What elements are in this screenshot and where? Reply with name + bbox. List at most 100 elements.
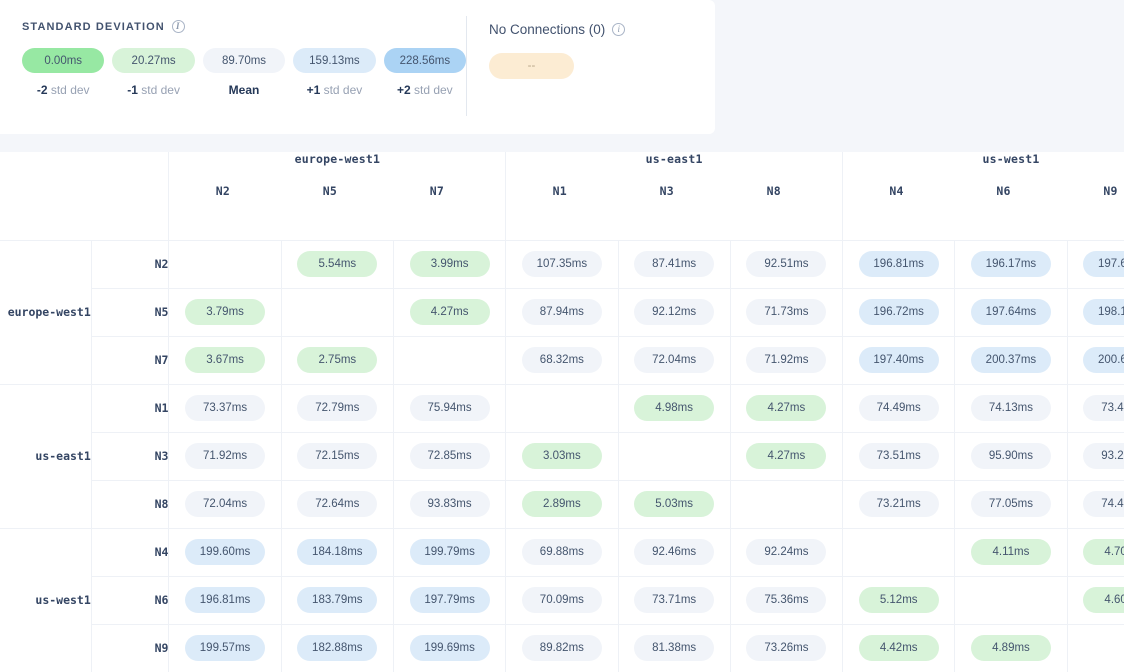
matrix-cell[interactable]: 87.41ms <box>618 240 731 289</box>
matrix-cell[interactable] <box>393 336 507 385</box>
matrix-cell[interactable]: 197.79ms <box>393 576 507 625</box>
matrix-cell[interactable]: 196.81ms <box>842 240 956 289</box>
matrix-cell[interactable] <box>1067 624 1124 672</box>
matrix-cell[interactable]: 74.13ms <box>954 383 1068 433</box>
matrix-cell[interactable]: 74.47ms <box>1067 480 1124 529</box>
matrix-cell[interactable]: 93.83ms <box>393 480 507 529</box>
matrix-cell[interactable]: 71.92ms <box>730 336 844 385</box>
matrix-cell[interactable]: 87.94ms <box>505 288 619 337</box>
matrix-cell[interactable]: 95.90ms <box>954 432 1068 481</box>
row-node-label[interactable]: N2 <box>91 240 170 289</box>
matrix-cell[interactable]: 196.72ms <box>842 288 956 337</box>
matrix-cell[interactable]: 183.79ms <box>281 576 394 625</box>
matrix-cell[interactable]: 3.03ms <box>505 432 619 481</box>
column-node-header[interactable]: N1 <box>552 184 567 198</box>
matrix-cell[interactable] <box>954 576 1068 625</box>
matrix-cell[interactable]: 92.51ms <box>730 240 844 289</box>
matrix-cell[interactable]: 5.12ms <box>842 576 956 625</box>
matrix-cell[interactable]: 196.81ms <box>168 576 282 625</box>
matrix-cell[interactable] <box>842 527 956 577</box>
column-node-header[interactable]: N2 <box>215 184 231 198</box>
matrix-cell[interactable]: 93.25ms <box>1067 432 1124 481</box>
matrix-cell[interactable] <box>505 383 619 433</box>
matrix-cell[interactable]: 75.36ms <box>730 576 844 625</box>
matrix-cell[interactable]: 4.27ms <box>730 383 844 433</box>
row-node-label[interactable]: N3 <box>91 432 170 481</box>
matrix-cell[interactable] <box>281 288 394 337</box>
column-node-header[interactable]: N6 <box>996 184 1011 198</box>
matrix-cell[interactable]: 92.24ms <box>730 527 844 577</box>
matrix-cell[interactable]: 73.71ms <box>618 576 731 625</box>
matrix-cell[interactable]: 72.79ms <box>281 383 394 433</box>
row-node-label[interactable]: N7 <box>91 336 170 385</box>
row-node-label[interactable]: N1 <box>91 383 170 433</box>
row-node-label[interactable]: N5 <box>91 288 170 337</box>
matrix-cell[interactable]: 72.64ms <box>281 480 394 529</box>
matrix-cell[interactable]: 72.15ms <box>281 432 394 481</box>
row-node-label[interactable]: N8 <box>91 480 170 529</box>
matrix-cell[interactable]: 198.19ms <box>1067 288 1124 337</box>
matrix-cell[interactable]: 92.46ms <box>618 527 731 577</box>
matrix-cell[interactable]: 3.67ms <box>168 336 282 385</box>
matrix-cell[interactable]: 74.49ms <box>842 383 956 433</box>
matrix-cell[interactable]: 197.63ms <box>1067 240 1124 289</box>
matrix-cell[interactable]: 4.60ms <box>1067 576 1124 625</box>
matrix-cell[interactable]: 184.18ms <box>281 527 394 577</box>
matrix-cell[interactable]: 2.89ms <box>505 480 619 529</box>
matrix-cell[interactable]: 4.89ms <box>954 624 1068 672</box>
matrix-cell[interactable] <box>730 480 844 529</box>
matrix-cell[interactable]: 73.37ms <box>168 383 282 433</box>
matrix-cell[interactable]: 3.79ms <box>168 288 282 337</box>
matrix-cell[interactable]: 5.54ms <box>281 240 394 289</box>
matrix-cell[interactable]: 197.64ms <box>954 288 1068 337</box>
matrix-cell[interactable]: 199.60ms <box>168 527 282 577</box>
matrix-cell[interactable]: 4.27ms <box>730 432 844 481</box>
matrix-cell[interactable]: 197.40ms <box>842 336 956 385</box>
matrix-cell[interactable]: 71.73ms <box>730 288 844 337</box>
matrix-cell[interactable]: 81.38ms <box>618 624 731 672</box>
matrix-cell[interactable]: 73.51ms <box>842 432 956 481</box>
matrix-cell[interactable] <box>168 240 282 289</box>
latency-matrix[interactable]: europe-west1 N2 N5 N7 us-east1 N1 N3 N8 <box>0 152 1124 672</box>
matrix-cell[interactable]: 72.04ms <box>168 480 282 529</box>
matrix-cell[interactable]: 69.88ms <box>505 527 619 577</box>
matrix-cell[interactable]: 75.94ms <box>393 383 507 433</box>
matrix-cell[interactable]: 4.42ms <box>842 624 956 672</box>
matrix-cell[interactable] <box>618 432 731 481</box>
matrix-cell[interactable]: 70.09ms <box>505 576 619 625</box>
matrix-cell[interactable]: 4.27ms <box>393 288 507 337</box>
matrix-cell[interactable]: 200.37ms <box>954 336 1068 385</box>
matrix-cell[interactable]: 5.03ms <box>618 480 731 529</box>
matrix-cell[interactable]: 68.32ms <box>505 336 619 385</box>
row-node-label[interactable]: N9 <box>91 624 170 672</box>
matrix-cell[interactable]: 199.57ms <box>168 624 282 672</box>
column-node-header[interactable]: N9 <box>1103 184 1118 198</box>
column-node-header[interactable]: N5 <box>322 184 338 198</box>
column-node-header[interactable]: N7 <box>429 184 445 198</box>
column-node-header[interactable]: N3 <box>659 184 674 198</box>
column-node-header[interactable]: N4 <box>889 184 904 198</box>
matrix-cell[interactable]: 4.98ms <box>618 383 731 433</box>
matrix-cell[interactable]: 73.26ms <box>730 624 844 672</box>
matrix-cell[interactable]: 199.79ms <box>393 527 507 577</box>
info-icon[interactable]: i <box>171 20 185 33</box>
matrix-cell[interactable]: 199.69ms <box>393 624 507 672</box>
matrix-cell[interactable]: 196.17ms <box>954 240 1068 289</box>
matrix-cell[interactable]: 89.82ms <box>505 624 619 672</box>
matrix-cell[interactable]: 73.41ms <box>1067 383 1124 433</box>
matrix-cell[interactable]: 73.21ms <box>842 480 956 529</box>
matrix-cell[interactable]: 92.12ms <box>618 288 731 337</box>
row-node-label[interactable]: N4 <box>91 527 170 577</box>
matrix-cell[interactable]: 71.92ms <box>168 432 282 481</box>
matrix-cell[interactable]: 72.04ms <box>618 336 731 385</box>
matrix-cell[interactable]: 2.75ms <box>281 336 394 385</box>
matrix-cell[interactable]: 107.35ms <box>505 240 619 289</box>
matrix-cell[interactable]: 72.85ms <box>393 432 507 481</box>
matrix-cell[interactable]: 182.88ms <box>281 624 394 672</box>
matrix-cell[interactable]: 200.63ms <box>1067 336 1124 385</box>
matrix-cell[interactable]: 3.99ms <box>393 240 507 289</box>
matrix-cell[interactable]: 77.05ms <box>954 480 1068 529</box>
info-icon[interactable]: i <box>612 23 626 36</box>
matrix-cell[interactable]: 4.11ms <box>954 527 1068 577</box>
matrix-cell[interactable]: 4.70ms <box>1067 527 1124 577</box>
